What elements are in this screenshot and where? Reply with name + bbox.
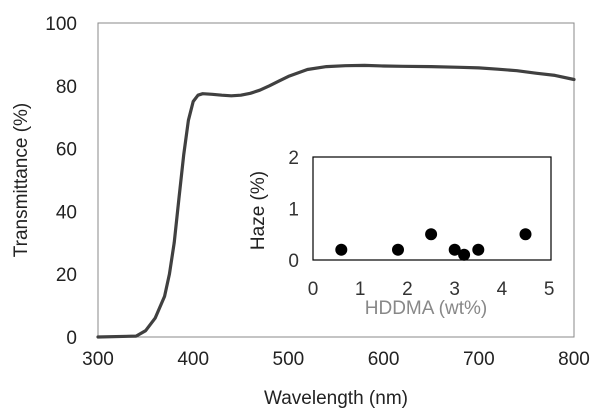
y-tick-label: 60 <box>56 140 77 161</box>
y-tick-label: 100 <box>45 14 77 35</box>
inset-x-tick-label: 0 <box>308 279 319 300</box>
inset-chart: 0 1 2 3 4 5 0 1 2 HDDMA (wt%) Haze (%) <box>248 148 554 319</box>
y-tick-label: 40 <box>56 202 77 223</box>
main-plot-frame <box>97 22 575 338</box>
x-tick-label: 300 <box>82 349 114 370</box>
transmittance-line <box>96 63 576 339</box>
inset-x-axis-label: HDDMA (wt%) <box>365 298 487 319</box>
x-tick-label: 700 <box>463 349 495 370</box>
inset-x-tick-label: 5 <box>544 279 555 300</box>
inset-y-axis-label: Haze (%) <box>248 171 269 250</box>
inset-data-point <box>448 243 461 256</box>
inset-plot-frame <box>312 156 552 261</box>
inset-y-tick-label: 0 <box>288 251 299 272</box>
x-tick-label: 800 <box>558 349 590 370</box>
inset-points <box>335 228 532 261</box>
inset-tick-labels: 0 1 2 3 4 5 0 1 2 <box>288 148 554 300</box>
inset-x-tick-label: 2 <box>402 279 413 300</box>
inset-data-point <box>458 248 471 261</box>
inset-y-tick-label: 2 <box>288 148 299 169</box>
inset-data-point <box>472 243 485 256</box>
y-tick-label: 0 <box>66 328 77 349</box>
inset-data-point <box>425 228 438 241</box>
inset-x-tick-label: 1 <box>355 279 366 300</box>
inset-x-tick-label: 4 <box>497 279 508 300</box>
y-tick-label: 20 <box>56 265 77 286</box>
x-tick-label: 500 <box>273 349 305 370</box>
inset-data-point <box>519 228 532 241</box>
inset-y-tick-label: 1 <box>288 200 299 221</box>
x-tick-label: 400 <box>177 349 209 370</box>
x-tick-label: 600 <box>368 349 400 370</box>
inset-data-point <box>335 243 348 256</box>
y-tick-label: 80 <box>56 77 77 98</box>
inset-x-tick-label: 3 <box>449 279 460 300</box>
x-axis-label: Wavelength (nm) <box>264 388 408 409</box>
inset-data-point <box>392 243 404 256</box>
y-axis-label: Transmittance (%) <box>11 103 32 258</box>
